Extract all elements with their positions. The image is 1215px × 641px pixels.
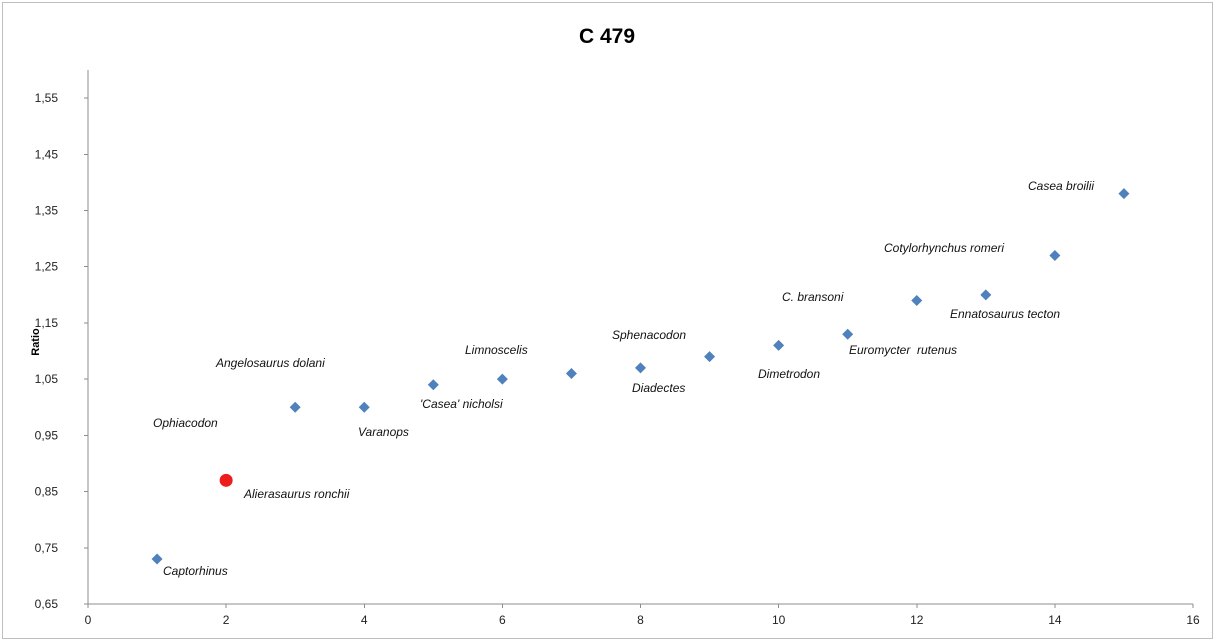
x-tick-label: 0 — [85, 613, 92, 627]
y-tick-label: 1,05 — [35, 372, 59, 386]
x-tick-label: 8 — [637, 613, 644, 627]
y-tick-label: 1,25 — [35, 260, 59, 274]
point-label: Ennatosaurus tecton — [950, 307, 1060, 321]
point-label: Dimetrodon — [758, 367, 820, 381]
point-label: Cotylorhynchus romeri — [884, 241, 1004, 255]
point-label: Ophiacodon — [153, 416, 218, 430]
point-label: Angelosaurus dolani — [215, 356, 325, 370]
ticks-layer: 0,65 0,75 0,85 0,95 1,05 1,15 1,25 1,35 1,45 1,55… — [35, 91, 1200, 627]
y-tick-label: 0,95 — [35, 428, 59, 442]
chart-title: C 479 — [579, 25, 635, 48]
x-tick-label: 4 — [361, 613, 368, 627]
data-point — [911, 294, 923, 306]
y-tick-label: 0,75 — [35, 541, 59, 555]
data-point — [427, 379, 439, 391]
data-point — [1049, 249, 1061, 261]
y-tick-label: 0,65 — [35, 597, 59, 611]
point-label: Casea broilii — [1028, 179, 1094, 193]
data-point — [773, 339, 785, 351]
labels-layer: Captorhinus Alierasaurus ronchii Ophiacodo… — [153, 179, 1094, 578]
point-label: 'Casea' nicholsi — [420, 397, 503, 411]
marks-layer — [151, 188, 1130, 565]
y-tick-label: 0,85 — [35, 485, 59, 499]
data-point-highlight — [219, 473, 233, 487]
data-point — [565, 368, 577, 380]
data-point — [151, 553, 163, 565]
point-label: Varanops — [358, 425, 409, 439]
point-label: Alierasaurus ronchii — [243, 487, 350, 501]
data-point — [842, 328, 854, 340]
point-label: Euromycter rutenus — [849, 343, 957, 357]
x-tick-label: 2 — [223, 613, 230, 627]
point-label: Diadectes — [632, 381, 685, 395]
data-point — [1118, 188, 1130, 200]
x-tick-label: 16 — [1186, 613, 1200, 627]
y-tick-label: 1,55 — [35, 91, 59, 105]
y-tick-label: 1,15 — [35, 316, 59, 330]
point-label: Captorhinus — [163, 564, 228, 578]
point-label: C. bransoni — [782, 290, 844, 304]
data-point — [980, 289, 992, 301]
data-point — [635, 362, 646, 374]
x-tick-label: 14 — [1048, 613, 1062, 627]
y-tick-label: 1,35 — [35, 204, 59, 218]
x-tick-label: 10 — [772, 613, 786, 627]
point-label: Sphenacodon — [612, 328, 686, 342]
data-point — [358, 401, 370, 413]
point-label: Limnoscelis — [465, 343, 528, 357]
y-tick-label: 1,45 — [35, 147, 59, 161]
x-tick-label: 6 — [499, 613, 506, 627]
y-axis-label: Ratio — [30, 328, 42, 356]
data-point — [289, 401, 301, 413]
data-point — [704, 351, 716, 363]
data-point — [496, 373, 508, 385]
x-tick-label: 12 — [910, 613, 924, 627]
